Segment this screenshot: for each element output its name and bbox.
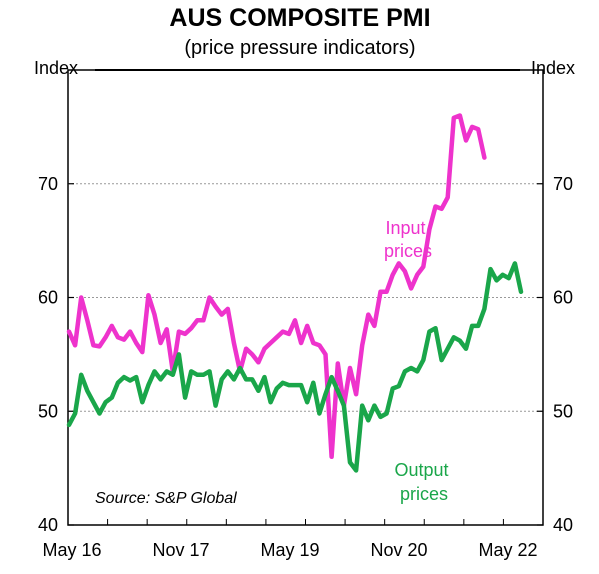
series-line-input-prices bbox=[66, 113, 487, 460]
y-axis-label-left: Index bbox=[34, 58, 78, 78]
output-prices-label-line1: Output bbox=[394, 460, 448, 480]
y-tick-label-right: 60 bbox=[553, 288, 573, 308]
input-prices-label-line1: Input bbox=[385, 218, 425, 238]
y-axis-label-right: Index bbox=[531, 58, 575, 78]
y-tick-label-right: 70 bbox=[553, 174, 573, 194]
x-tick-label: May 19 bbox=[260, 540, 319, 560]
output-prices-label-line2: prices bbox=[400, 484, 448, 504]
x-tick-label: May 22 bbox=[478, 540, 537, 560]
y-axis-ticks: 40 40 50 50 60 60 70 70 bbox=[38, 174, 573, 535]
output-prices-label: Output prices bbox=[394, 460, 453, 504]
y-tick-label-left: 60 bbox=[38, 288, 58, 308]
x-tick-label: May 16 bbox=[42, 540, 101, 560]
grid-lines bbox=[68, 183, 543, 412]
series-line-output-prices bbox=[66, 261, 524, 473]
x-tick-label: Nov 17 bbox=[152, 540, 209, 560]
input-prices-label-line2: prices bbox=[384, 241, 432, 261]
y-tick-label-right: 50 bbox=[553, 401, 573, 421]
y-tick-label-left: 50 bbox=[38, 401, 58, 421]
chart-subtitle: (price pressure indicators) bbox=[184, 37, 415, 59]
x-tick-label: Nov 20 bbox=[370, 540, 427, 560]
chart-title: AUS COMPOSITE PMI bbox=[169, 4, 430, 32]
y-tick-label-left: 40 bbox=[38, 515, 58, 535]
input-prices-label: Input prices bbox=[384, 218, 432, 261]
y-tick-label-left: 70 bbox=[38, 174, 58, 194]
x-axis-ticks: May 16 Nov 17 May 19 Nov 20 May 22 bbox=[42, 519, 544, 560]
series-lines bbox=[66, 113, 524, 473]
source-note: Source: S&P Global bbox=[95, 490, 237, 507]
y-tick-label-right: 40 bbox=[553, 515, 573, 535]
